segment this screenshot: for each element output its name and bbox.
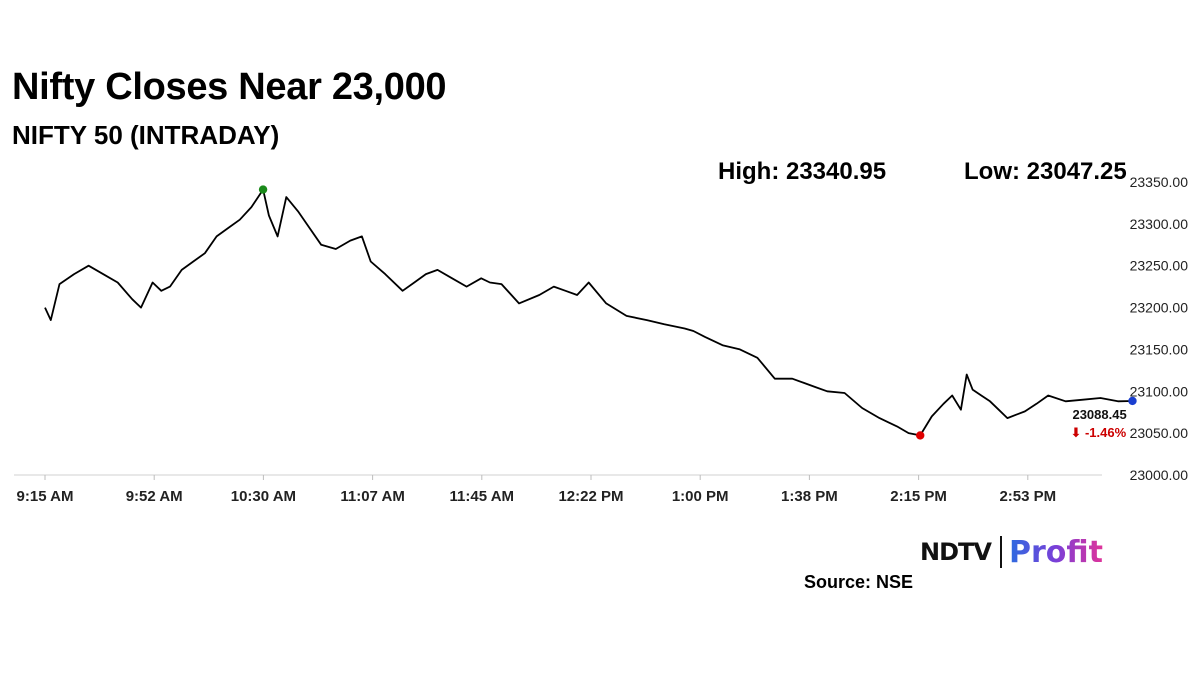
day-high-label: High: 23340.95 [718,158,887,185]
x-tick-label: 2:53 PM [999,488,1056,505]
price-series-line [44,188,1133,437]
x-tick-label: 1:00 PM [672,488,729,505]
x-tick-label: 11:45 AM [450,488,514,505]
y-tick-label: 23250.00 [1130,258,1189,274]
y-tick-label: 23350.00 [1130,174,1189,190]
high-point-marker [258,185,268,194]
logo-ndtv-text: NDTV [920,538,992,566]
percent-change-label: ⬇ -1.46% [1070,425,1126,440]
last-point-marker [1128,396,1137,406]
source-note: Source: NSE [804,572,914,592]
y-tick-label: 23150.00 [1130,341,1189,357]
x-tick-label: 11:07 AM [340,488,404,505]
x-tick-label: 9:52 AM [126,488,183,505]
low-point-marker [916,431,925,440]
x-tick-label: 12:22 PM [558,488,623,505]
x-tick-label: 10:30 AM [231,488,296,505]
logo-profit-text: Profit [1008,534,1103,570]
day-low-label: Low: 23047.25 [964,158,1127,185]
chart-markers [258,185,1137,440]
chart-series [44,188,1133,437]
chart-ticks: 23000.00 23050.00 23100.00 23150.00 23200.00… [17,174,1189,505]
last-value-label: 23088.45 [1072,407,1126,422]
y-tick-label: 23200.00 [1130,300,1189,316]
logo-divider [999,536,1002,568]
chart-title: Nifty Closes Near 23,000 [12,66,447,108]
y-tick-label: 23050.00 [1130,425,1189,441]
x-tick-label: 1:38 PM [781,488,838,505]
chart-subtitle: NIFTY 50 (INTRADAY) [12,120,280,150]
y-tick-label: 23000.00 [1130,467,1189,483]
y-tick-label: 23300.00 [1130,216,1189,232]
x-tick-label: 9:15 AM [17,488,74,505]
ndtv-profit-logo: NDTV Profit [920,534,1103,570]
y-tick-label: 23100.00 [1130,383,1189,399]
x-tick-label: 2:15 PM [890,488,947,505]
